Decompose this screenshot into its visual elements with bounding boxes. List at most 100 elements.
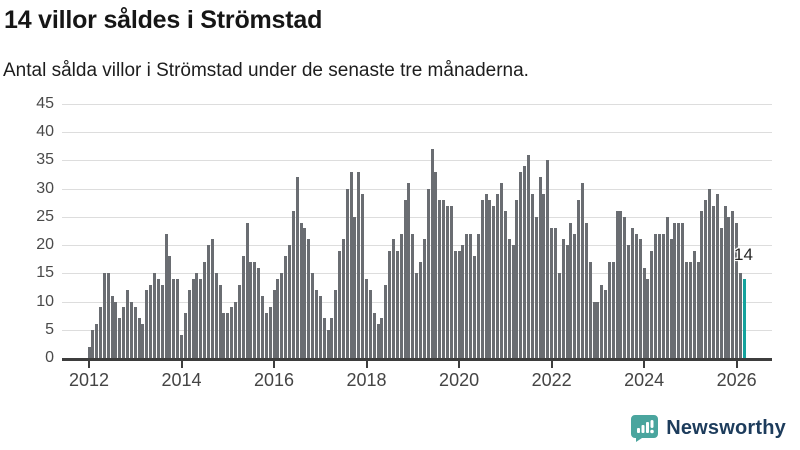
- bar: [449, 205, 453, 358]
- bar: [738, 273, 742, 358]
- bar: [318, 295, 322, 358]
- bar: [303, 228, 307, 358]
- bar: [627, 245, 631, 358]
- bar: [488, 199, 492, 358]
- bar: [681, 222, 685, 358]
- bar: [715, 194, 719, 358]
- bar: [584, 222, 588, 358]
- bar: [465, 233, 469, 358]
- x-axis-year-label: 2020: [439, 370, 480, 390]
- x-axis-tick: [88, 361, 90, 368]
- x-axis-tick: [643, 361, 646, 368]
- bar: [569, 222, 573, 358]
- newsworthy-logo[interactable]: Newsworthy: [631, 415, 786, 442]
- bar: [557, 273, 561, 358]
- bar: [264, 312, 268, 358]
- bar: [141, 324, 145, 358]
- bar: [507, 239, 511, 358]
- bar: [476, 233, 480, 358]
- bar: [415, 273, 419, 358]
- bar: [538, 177, 542, 358]
- bar: [137, 318, 141, 358]
- bar: [634, 233, 638, 358]
- bar: [280, 273, 284, 358]
- bar: [353, 216, 357, 358]
- y-gridline: [62, 104, 772, 105]
- y-axis-label: 35: [36, 151, 54, 169]
- bar: [330, 318, 334, 358]
- bar: [446, 205, 449, 358]
- bar: [600, 284, 604, 358]
- bar: [145, 290, 149, 358]
- bar: [688, 262, 692, 358]
- bar: [615, 211, 619, 358]
- bar: [338, 250, 342, 358]
- bar: [673, 222, 677, 358]
- bar: [619, 211, 623, 358]
- bar: [322, 318, 326, 358]
- bar: [365, 278, 369, 358]
- bar: [588, 262, 592, 358]
- y-axis-label: 5: [45, 320, 54, 338]
- bar: [226, 312, 230, 358]
- bar: [419, 262, 423, 358]
- bar: [561, 239, 565, 358]
- bar: [692, 250, 696, 358]
- bar: [372, 312, 376, 358]
- bar: [380, 318, 384, 358]
- bar: [257, 267, 261, 358]
- bar: [149, 284, 153, 358]
- bar: [160, 284, 164, 358]
- bar: [349, 171, 353, 358]
- x-axis-tick: [735, 361, 738, 368]
- x-axis-year-label: 2024: [624, 370, 665, 390]
- bar: [457, 250, 461, 358]
- bar: [646, 278, 650, 358]
- bar: [237, 284, 241, 358]
- bar: [176, 278, 180, 358]
- bar: [604, 290, 608, 358]
- bar: [272, 290, 276, 358]
- bar: [511, 245, 515, 358]
- bar: [334, 290, 338, 358]
- bar: [523, 166, 527, 358]
- bar: [388, 250, 392, 358]
- bar: [492, 205, 496, 358]
- bar: [110, 295, 114, 358]
- bar: [503, 211, 507, 358]
- bar: [696, 262, 700, 358]
- x-axis-year-label: 2018: [346, 370, 387, 390]
- bar: [434, 171, 438, 358]
- bar: [129, 301, 133, 358]
- bar: [661, 233, 665, 358]
- bar: [708, 188, 712, 358]
- bar: [126, 290, 130, 358]
- y-axis-label: 15: [36, 264, 54, 282]
- bar: [203, 262, 207, 358]
- bar: [499, 183, 503, 358]
- bar: [180, 335, 184, 358]
- bar: [700, 211, 704, 358]
- bar: [469, 233, 473, 358]
- x-axis-year-label: 2016: [254, 370, 295, 390]
- y-gridline: [62, 216, 772, 218]
- bar: [172, 278, 176, 358]
- bar: [580, 183, 584, 358]
- bar: [284, 256, 288, 358]
- bar: [395, 250, 399, 358]
- bar: [241, 256, 245, 358]
- bar: [384, 284, 388, 358]
- bar: [276, 278, 280, 358]
- bar: [345, 188, 349, 358]
- x-axis-year-label: 2026: [716, 370, 757, 390]
- last-value-label: 14: [734, 245, 753, 264]
- bar: [496, 194, 500, 358]
- bar: [403, 199, 407, 358]
- bar: [542, 194, 546, 358]
- bar: [156, 278, 160, 358]
- bar: [399, 233, 403, 358]
- bar: [704, 199, 708, 358]
- x-axis-tick: [180, 361, 183, 368]
- bar: [577, 199, 581, 358]
